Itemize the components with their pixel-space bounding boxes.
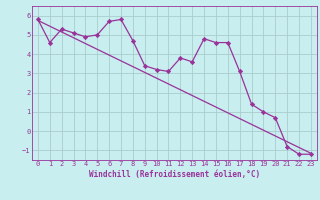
X-axis label: Windchill (Refroidissement éolien,°C): Windchill (Refroidissement éolien,°C) <box>89 170 260 179</box>
